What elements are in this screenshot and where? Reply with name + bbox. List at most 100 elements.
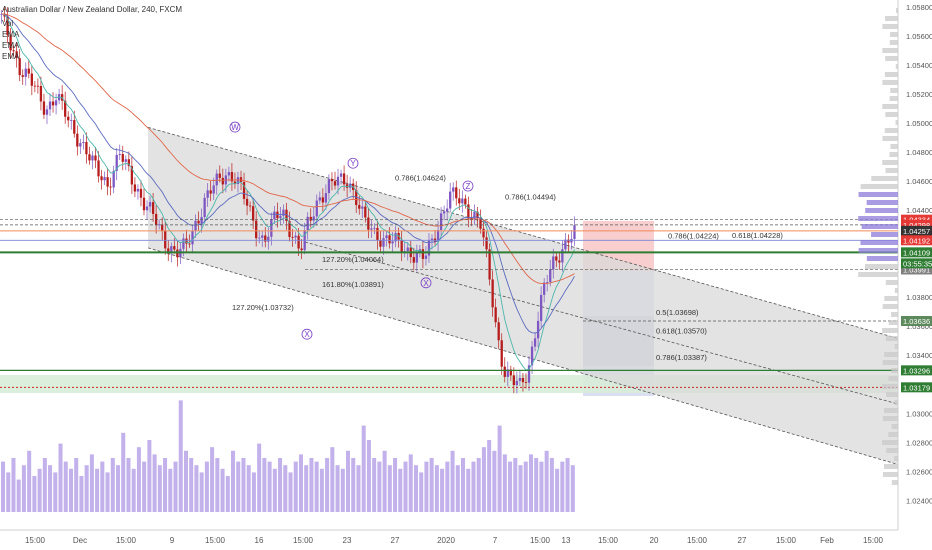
candle-body — [215, 173, 218, 186]
candle-body — [421, 249, 425, 259]
candle-body — [552, 256, 555, 270]
chart-header: Australian Dollar / New Zealand Dollar, … — [2, 5, 182, 61]
volume-bar — [204, 461, 209, 512]
candle-body — [142, 197, 146, 211]
volume-profile-bar — [888, 432, 898, 437]
candle-body — [136, 188, 140, 192]
volume-bar — [393, 458, 398, 512]
candle-body — [446, 208, 449, 212]
candle-body — [33, 85, 37, 87]
candle-body — [558, 260, 561, 263]
candle-body — [130, 166, 134, 185]
indicator-vol-label[interactable]: Vol — [2, 19, 13, 28]
candle-body — [73, 120, 76, 134]
candle-body — [452, 187, 455, 192]
volume-profile-bar — [885, 16, 898, 21]
candle-body — [242, 182, 246, 199]
volume-profile-bar — [890, 144, 898, 149]
volume-profile-bar — [896, 8, 898, 13]
candle-body — [536, 320, 540, 339]
candle-body — [555, 256, 558, 261]
candle-body — [388, 235, 391, 244]
volume-bar — [183, 450, 188, 512]
candle-body — [364, 206, 367, 218]
candle-body — [230, 172, 234, 182]
candle-body — [39, 86, 43, 102]
volume-bar — [278, 458, 283, 512]
candle-body — [54, 100, 58, 106]
volume-bar — [528, 454, 533, 512]
candle-body — [546, 282, 549, 283]
volume-bar — [377, 461, 382, 512]
volume-bar — [549, 458, 554, 512]
time-tick-label: 15:00 — [863, 536, 884, 545]
price-axis[interactable]: 1.05800 1.05600 1.05400 1.05200 1.05000 1.048… — [858, 0, 932, 550]
candle-body — [176, 249, 179, 258]
volume-profile-bar — [886, 448, 898, 453]
candle-body — [158, 224, 161, 226]
volume-bar — [424, 461, 429, 512]
time-tick-label: 15:00 — [293, 536, 314, 545]
volume-bar — [466, 468, 471, 512]
candle-body — [267, 236, 270, 242]
time-tick-label: 15:00 — [205, 536, 226, 545]
volume-bar — [429, 458, 434, 512]
volume-bar — [419, 472, 424, 512]
volume-profile-bar — [882, 440, 898, 445]
time-axis[interactable]: 15:00 Dec 15:00 9 15:00 16 15:00 23 27 2020 7 15:00… — [0, 529, 898, 545]
candle-body — [42, 101, 46, 115]
candle-body — [476, 211, 479, 219]
price-level-badge — [901, 214, 932, 225]
fib-label: 161.80%(1.03891) — [322, 280, 384, 289]
price-level-badge-text: 1.03296 — [903, 366, 930, 375]
time-tick-label: 15:00 — [530, 536, 551, 545]
volume-bar — [330, 447, 335, 512]
price-level-badge — [901, 264, 932, 275]
price-tick-label: 1.03000 — [906, 409, 932, 418]
candle-body — [479, 218, 482, 229]
candle-body — [567, 239, 570, 243]
volume-bar — [189, 458, 194, 512]
candle-body — [561, 249, 564, 263]
time-tick-label: 27 — [738, 536, 747, 545]
volume-profile-bar — [858, 192, 898, 197]
volume-profile-bar — [885, 168, 898, 173]
fib-label: 0.786(1.04624) — [395, 174, 446, 183]
volume-bar — [58, 443, 63, 512]
volume-bar — [304, 465, 309, 512]
volume-bar — [440, 468, 445, 512]
candle-body — [270, 219, 273, 237]
fib-label: 0.786(1.04224) — [668, 232, 719, 241]
volume-bar — [340, 468, 345, 512]
volume-bar — [241, 458, 246, 512]
time-tick-label: 15:00 — [598, 536, 619, 545]
volume-bars — [1, 400, 575, 512]
volume-bar — [361, 425, 366, 512]
volume-bar — [42, 458, 47, 512]
volume-profile-bar — [882, 24, 898, 29]
candle-body — [500, 340, 503, 367]
volume-bar — [534, 458, 539, 512]
volume-profile-bar — [884, 128, 898, 133]
price-tick-label: 1.03600 — [906, 322, 932, 331]
volume-bar — [194, 465, 199, 512]
candle-body — [570, 238, 573, 243]
indicator-ema1-label[interactable]: EMA — [2, 30, 20, 39]
candle-body — [109, 186, 112, 188]
candle-body — [415, 252, 418, 263]
candle-body — [497, 322, 500, 341]
volume-bar — [6, 472, 11, 512]
indicator-ema3-label[interactable]: EMA — [2, 52, 20, 61]
candle-body — [488, 249, 491, 280]
volume-bar — [555, 468, 560, 512]
volume-bar — [168, 468, 173, 512]
indicator-ema2-label[interactable]: EMA — [2, 41, 20, 50]
candle-body — [124, 159, 127, 162]
volume-bar — [309, 458, 314, 512]
volume-bar — [27, 450, 32, 512]
volume-profile-bar — [882, 160, 898, 165]
candle-body — [206, 190, 209, 198]
candle-body — [543, 282, 546, 295]
candle-body — [391, 241, 394, 244]
